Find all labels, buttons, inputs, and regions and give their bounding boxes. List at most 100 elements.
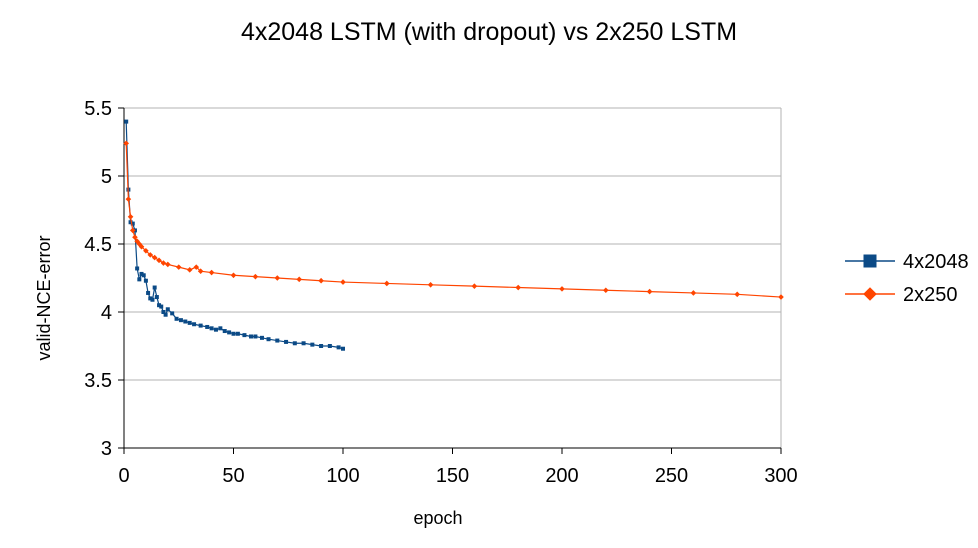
data-point bbox=[253, 334, 258, 339]
data-point bbox=[187, 320, 192, 325]
data-point bbox=[231, 331, 236, 336]
data-point bbox=[148, 296, 153, 301]
data-point bbox=[163, 312, 168, 317]
data-point bbox=[471, 283, 478, 289]
data-point bbox=[515, 284, 521, 291]
data-point bbox=[178, 318, 183, 323]
data-point bbox=[170, 311, 175, 316]
data-point bbox=[183, 319, 188, 324]
data-point bbox=[274, 275, 281, 281]
data-point bbox=[292, 341, 297, 346]
x-tick-label: 250 bbox=[655, 465, 688, 487]
data-point bbox=[193, 264, 200, 270]
data-point bbox=[266, 337, 271, 342]
data-point bbox=[235, 331, 240, 336]
data-point bbox=[130, 221, 135, 226]
axes bbox=[123, 108, 781, 449]
y-tick-label: 5.5 bbox=[84, 98, 112, 120]
data-point bbox=[259, 335, 264, 340]
data-point bbox=[159, 304, 164, 309]
data-point bbox=[186, 267, 193, 273]
data-point bbox=[157, 303, 162, 308]
data-point bbox=[778, 294, 784, 300]
data-point bbox=[327, 344, 332, 348]
data-point bbox=[150, 297, 155, 302]
data-point bbox=[146, 290, 151, 295]
data-point bbox=[160, 260, 167, 266]
data-point bbox=[198, 323, 203, 328]
data-point bbox=[143, 278, 148, 283]
legend-item: 4x2048 bbox=[845, 251, 969, 273]
data-point bbox=[336, 345, 341, 350]
data-point bbox=[137, 277, 142, 282]
y-tick-label: 4 bbox=[101, 302, 112, 324]
x-tick-label: 200 bbox=[545, 465, 578, 487]
data-point bbox=[252, 273, 259, 280]
data-point bbox=[646, 288, 653, 295]
data-point bbox=[310, 342, 315, 347]
data-point bbox=[209, 326, 214, 331]
data-point bbox=[165, 307, 170, 312]
y-axis-label: valid-NCE-error bbox=[34, 235, 54, 360]
data-point bbox=[151, 254, 158, 261]
x-tick-label: 300 bbox=[764, 465, 797, 487]
data-point bbox=[222, 329, 227, 334]
series-line bbox=[125, 143, 782, 298]
data-point bbox=[156, 257, 162, 264]
data-point bbox=[132, 234, 138, 240]
grid-lines bbox=[124, 107, 782, 448]
y-tick-label: 4.5 bbox=[84, 234, 112, 256]
data-point bbox=[129, 227, 136, 234]
data-point bbox=[123, 140, 129, 147]
series-2x250 bbox=[123, 140, 784, 300]
data-point bbox=[147, 252, 154, 258]
data-point bbox=[319, 344, 324, 348]
legend-item: 2x250 bbox=[845, 284, 958, 306]
data-point bbox=[127, 214, 134, 220]
data-point bbox=[141, 273, 146, 278]
data-point bbox=[227, 330, 232, 335]
x-tick-label: 100 bbox=[326, 465, 359, 487]
legend-label: 4x2048 bbox=[903, 251, 969, 273]
legend-marker bbox=[863, 287, 877, 301]
y-ticks: 3 3.5 4 4.5 5 5.5 bbox=[84, 98, 124, 460]
data-point bbox=[152, 285, 157, 290]
data-point bbox=[340, 279, 346, 285]
data-point bbox=[734, 291, 740, 298]
data-point bbox=[192, 322, 197, 327]
data-point bbox=[341, 346, 345, 351]
data-point bbox=[301, 341, 306, 346]
data-point bbox=[125, 196, 132, 202]
legend-marker bbox=[863, 254, 877, 268]
x-tick-label: 0 bbox=[118, 465, 129, 487]
y-tick-label: 5 bbox=[101, 166, 112, 188]
data-point bbox=[124, 119, 129, 124]
data-point bbox=[603, 287, 609, 294]
data-point bbox=[559, 286, 565, 292]
data-point bbox=[275, 338, 280, 343]
x-ticks: 0 50 100 150 200 250 300 bbox=[118, 448, 798, 487]
data-point bbox=[135, 266, 140, 271]
data-point bbox=[427, 282, 434, 288]
data-point bbox=[139, 271, 144, 276]
data-point bbox=[138, 243, 145, 250]
y-tick-label: 3 bbox=[101, 438, 112, 460]
data-point bbox=[318, 277, 324, 284]
x-tick-label: 50 bbox=[222, 465, 244, 487]
data-point bbox=[143, 248, 149, 254]
data-point bbox=[161, 310, 166, 314]
data-point bbox=[205, 324, 210, 329]
data-point bbox=[249, 334, 254, 339]
data-point bbox=[690, 290, 697, 296]
legend-label: 2x250 bbox=[903, 284, 958, 306]
data-point bbox=[230, 272, 237, 279]
data-point bbox=[296, 276, 302, 283]
series-line bbox=[125, 121, 344, 350]
x-tick-label: 150 bbox=[436, 465, 469, 487]
data-point bbox=[384, 280, 390, 287]
data-point bbox=[284, 339, 289, 344]
data-point bbox=[197, 268, 204, 274]
data-point bbox=[175, 264, 182, 270]
x-axis-label: epoch bbox=[413, 508, 462, 528]
